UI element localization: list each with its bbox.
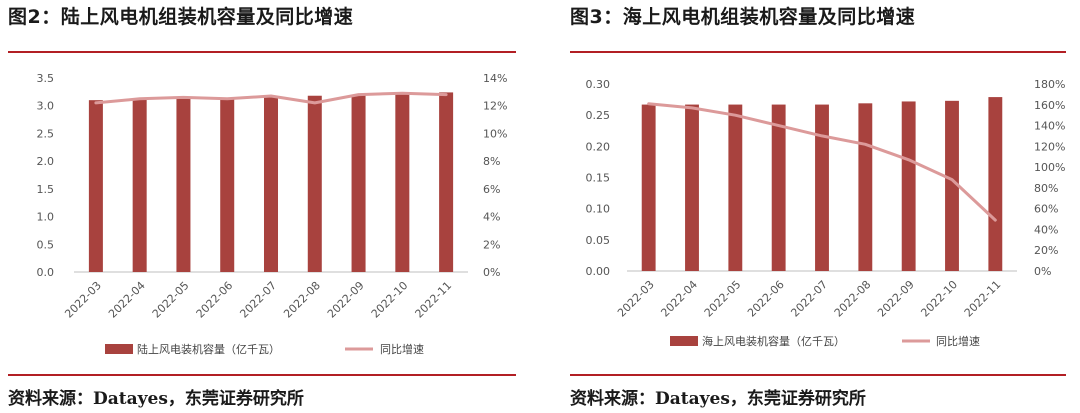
- y-left-tick-label: 3.0: [37, 100, 55, 113]
- y-right-tick-label: 4%: [483, 211, 500, 224]
- chart-panel-offshore: 图3：海上风电机组装机容量及同比增速 0.00 0.05 0.10 0.15 0.20 0…: [562, 0, 1080, 413]
- x-tick-label: 2022-11: [962, 278, 1004, 320]
- x-tick-label: 2022-05: [702, 278, 744, 320]
- y-right-tick-label: 12%: [483, 100, 507, 113]
- y-left-tick-label: 0.10: [586, 203, 611, 216]
- y-right-tick-label: 140%: [1034, 120, 1065, 133]
- y-right-tick-label: 8%: [483, 155, 500, 168]
- x-tick-label: 2022-07: [237, 279, 279, 321]
- bar: [945, 100, 959, 271]
- legend-bar-swatch: [670, 336, 698, 346]
- x-tick-label: 2022-08: [832, 278, 874, 320]
- y-left-tick-label: 1.0: [37, 211, 55, 224]
- y-left-tick-label: 0.25: [586, 109, 611, 122]
- chart-panel-onshore: 图2：陆上风电机组装机容量及同比增速 0.0 0.5 1.0 1.5 2.0 2.5 3.0…: [0, 0, 530, 413]
- y-left-tick-label: 0.30: [586, 78, 611, 91]
- y-left-tick-label: 0.05: [586, 234, 611, 247]
- bar: [176, 98, 191, 272]
- growth-line: [94, 91, 448, 105]
- figure-title: 图3：海上风电机组装机容量及同比增速: [570, 6, 916, 28]
- x-tick-label: 2022-09: [875, 278, 917, 320]
- y-right-tick-label: 2%: [483, 238, 500, 251]
- y-right-tick-label: 60%: [1034, 203, 1058, 216]
- y-right-tick-label: 0%: [483, 266, 500, 279]
- x-tick-label: 2022-11: [413, 279, 455, 321]
- source-rule: [570, 374, 1066, 376]
- x-tick-label: 2022-03: [62, 279, 104, 321]
- bar: [88, 100, 103, 272]
- bar: [901, 101, 916, 271]
- legend-label: 陆上风电装机容量（亿千瓦）: [137, 342, 280, 356]
- y-right-tick-label: 180%: [1034, 78, 1065, 91]
- y-left-tick-label: 3.5: [37, 72, 55, 85]
- bar: [728, 104, 743, 271]
- bar: [220, 97, 235, 272]
- source-note: 资料来源：Datayes，东莞证券研究所: [570, 389, 866, 409]
- x-tick-label: 2022-08: [281, 279, 323, 321]
- x-tick-label: 2022-09: [325, 279, 367, 321]
- y-left-tick-label: 0.5: [37, 238, 55, 251]
- x-tick-label: 2022-05: [150, 279, 192, 321]
- x-tick-label: 2022-10: [918, 278, 960, 320]
- figure-title: 图2：陆上风电机组装机容量及同比增速: [8, 6, 354, 28]
- onshore-chart: 0.0 0.5 1.0 1.5 2.0 2.5 3.0 3.5 0% 2% 4% 6% 8% 10% 12%…: [37, 72, 508, 356]
- y-left-tick-label: 0.0: [37, 266, 55, 279]
- y-right-tick-label: 120%: [1034, 140, 1065, 153]
- y-left-tick-label: 2.5: [37, 127, 55, 140]
- growth-line: [647, 102, 997, 222]
- x-tick-label: 2022-03: [615, 278, 657, 320]
- bar: [395, 93, 410, 272]
- y-right-tick-label: 10%: [483, 127, 507, 140]
- legend-label: 同比增速: [936, 334, 980, 348]
- bar: [988, 97, 1003, 271]
- source-note: 资料来源：Datayes，东莞证券研究所: [8, 389, 304, 409]
- source-rule: [8, 374, 516, 376]
- x-tick-label: 2022-04: [658, 278, 700, 320]
- bar: [307, 95, 322, 272]
- bar: [439, 92, 454, 272]
- y-left-tick-label: 0.15: [586, 172, 611, 185]
- legend-label: 海上风电装机容量（亿千瓦）: [702, 334, 845, 348]
- y-left-tick-label: 0.00: [586, 265, 611, 278]
- y-right-tick-label: 14%: [483, 72, 507, 85]
- y-left-tick-label: 2.0: [37, 155, 55, 168]
- y-right-tick-label: 0%: [1034, 265, 1051, 278]
- bar: [132, 99, 147, 272]
- y-right-tick-label: 100%: [1034, 161, 1065, 174]
- bar: [858, 103, 873, 271]
- x-tick-label: 2022-06: [745, 278, 787, 320]
- offshore-chart: 0.00 0.05 0.10 0.15 0.20 0.25 0.30 0% 20% 40% 60% 8…: [586, 78, 1066, 348]
- bar: [263, 96, 279, 272]
- bar: [641, 104, 656, 271]
- y-left-tick-label: 1.5: [37, 183, 55, 196]
- y-left-tick-label: 0.20: [586, 140, 611, 153]
- y-right-tick-label: 80%: [1034, 182, 1058, 195]
- bar: [771, 104, 786, 271]
- legend-bar-swatch: [105, 344, 133, 354]
- x-tick-label: 2022-10: [369, 279, 411, 321]
- x-tick-label: 2022-04: [106, 279, 148, 321]
- title-rule: [570, 51, 1066, 53]
- legend-label: 同比增速: [380, 342, 424, 356]
- y-right-tick-label: 6%: [483, 183, 500, 196]
- y-right-tick-label: 160%: [1034, 99, 1065, 112]
- title-rule: [8, 51, 516, 53]
- y-right-tick-label: 40%: [1034, 223, 1058, 236]
- x-tick-label: 2022-07: [788, 278, 830, 320]
- y-right-tick-label: 20%: [1034, 244, 1058, 257]
- bar: [685, 104, 699, 271]
- x-tick-label: 2022-06: [194, 279, 236, 321]
- bar: [815, 104, 829, 271]
- bar: [351, 94, 366, 272]
